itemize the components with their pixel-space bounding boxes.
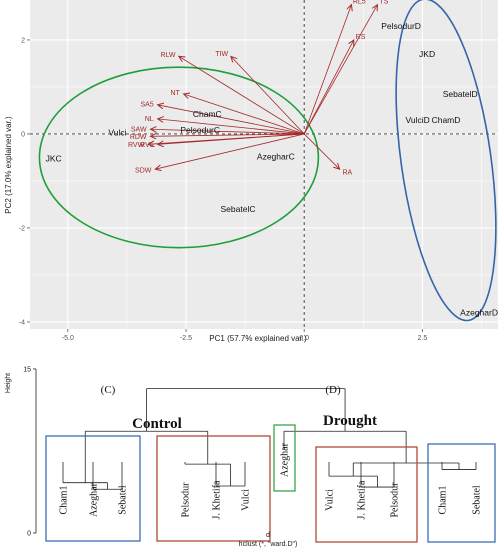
sample-label-vulcid: VulciD bbox=[406, 115, 430, 125]
loading-label-ra: RA bbox=[342, 170, 352, 177]
loading-label-rlw: RLW bbox=[160, 52, 175, 59]
y-tick-label: -2 bbox=[19, 225, 25, 232]
loading-arrow-nl bbox=[158, 119, 305, 135]
cluster-tag-d: (D) bbox=[325, 384, 341, 396]
pca-points: PelsodurD JKD SebatelD VulciD ChamD AzegharD C… bbox=[46, 21, 498, 318]
loading-arrow-sa5 bbox=[158, 105, 305, 135]
leaf-label-drought-sebatel: Sebatel bbox=[472, 485, 483, 515]
leaf-label-drought-pelsodur: Pelsodur bbox=[390, 482, 401, 518]
cluster-title-control: Control bbox=[132, 416, 182, 432]
dendrogram-leaf-labels: Cham1 Azeghar Sebatel Pelsodur J. Khetifa Vul… bbox=[59, 442, 483, 519]
pca-x-ticks: -5.0 -2.5 0.0 2.5 bbox=[62, 329, 427, 342]
loading-arrow-sdw bbox=[155, 133, 305, 169]
loading-label-tiw: TIW bbox=[215, 51, 228, 58]
loading-arrow-rl5 bbox=[303, 5, 351, 135]
dendrogram-tree bbox=[62, 388, 477, 490]
cluster-tag-c: (C) bbox=[101, 384, 116, 396]
ellipse-control bbox=[38, 66, 320, 249]
box-drought-green bbox=[273, 424, 296, 492]
leaf-label-control-cham1: Cham1 bbox=[59, 486, 70, 515]
pca-zero-lines bbox=[30, 0, 498, 329]
dendrogram: 0 15 Height Cham1 Azeghar Sebatel Pelsodur J.… bbox=[5, 366, 496, 548]
y-tick-label: 2 bbox=[21, 37, 25, 44]
box-drought-red bbox=[315, 446, 418, 543]
dendrogram-group-boxes bbox=[45, 424, 496, 543]
pca-y-axis-label: PC2 (17.0% explained var.) bbox=[4, 116, 13, 214]
pca-ellipses bbox=[38, 0, 497, 322]
sample-label-chamd: ChamD bbox=[432, 115, 461, 125]
box-drought-blue bbox=[427, 443, 496, 543]
loading-arrow-tiw bbox=[231, 56, 305, 135]
sample-label-azeghard: AzegharD bbox=[460, 308, 498, 318]
box-control-blue bbox=[45, 435, 141, 542]
leaf-label-control-j-khetifa: J. Khetifa bbox=[212, 480, 223, 519]
dendrogram-y-tick-label: 0 bbox=[27, 531, 31, 538]
leaf-label-control-vulci: Vulci bbox=[241, 489, 252, 511]
loading-arrow-rlw bbox=[179, 56, 305, 135]
pca-x-axis-label: PC1 (57.7% explained var.) bbox=[209, 334, 307, 343]
loading-label-sa5: SA5 bbox=[140, 102, 153, 109]
loading-label-sdw: SDW bbox=[135, 168, 152, 175]
sample-label-jkc: JKC bbox=[46, 153, 62, 163]
sample-label-sebatelc: SebatelC bbox=[221, 204, 256, 214]
leaf-label-drought-j-khetifa: J. Khetifa bbox=[357, 480, 368, 519]
dendrogram-y-axis-label: Height bbox=[5, 373, 12, 393]
loading-label-saw: SAW bbox=[131, 127, 147, 134]
sample-label-chamc: ChamC bbox=[193, 109, 222, 119]
loading-label-rv5: RV5 bbox=[140, 142, 154, 149]
sample-label-vulci: Vulci bbox=[108, 128, 126, 138]
dendrogram-subcaption: hclust (*, "ward.D") bbox=[239, 541, 298, 548]
leaf-label-control-pelsodur: Pelsodur bbox=[181, 482, 192, 518]
loading-label-rs: RS bbox=[356, 34, 366, 41]
x-tick-label: -5.0 bbox=[62, 335, 74, 342]
loading-label-ts: TS bbox=[379, 0, 388, 6]
x-tick-label: 2.5 bbox=[417, 335, 427, 342]
leaf-label-control-sebatel: Sebatel bbox=[118, 485, 129, 515]
x-tick-label: -2.5 bbox=[180, 335, 192, 342]
loading-arrow-nt bbox=[184, 94, 305, 135]
loading-arrow-saw bbox=[151, 129, 305, 135]
y-tick-label: -4 bbox=[19, 319, 25, 326]
loading-arrow-rv5 bbox=[158, 133, 305, 144]
loading-arrow-ts bbox=[303, 5, 377, 135]
loading-label-rvw: RVW bbox=[128, 142, 145, 149]
leaf-label-drought-vulci: Vulci bbox=[325, 489, 336, 511]
loading-label-nt: NT bbox=[170, 90, 180, 97]
sample-label-pelsodurd: PelsodurD bbox=[381, 21, 421, 31]
sample-label-pelsodurc: PelsodurC bbox=[180, 125, 220, 135]
dendrogram-y-axis: 0 15 bbox=[23, 366, 37, 538]
pca-panel bbox=[30, 0, 498, 329]
sample-label-sebateld: SebatelD bbox=[443, 89, 478, 99]
leaf-label-drought-cham1: Cham1 bbox=[438, 486, 449, 515]
loading-label-nl: NL bbox=[145, 116, 154, 123]
loading-arrow-ra bbox=[303, 133, 339, 169]
loading-arrow-rs bbox=[303, 40, 354, 135]
dendrogram-x-label: d bbox=[266, 532, 270, 539]
y-tick-label: 0 bbox=[21, 131, 25, 138]
loading-label-rl5: RL5 bbox=[353, 0, 366, 5]
loading-label-rdw: RDW bbox=[130, 134, 147, 141]
leaf-label-drought-azeghar: Azeghar bbox=[280, 442, 291, 477]
sample-label-azegharc: AzegharC bbox=[257, 152, 295, 162]
sample-label-jkd: JKD bbox=[419, 49, 435, 59]
leaf-label-control-azeghar: Azeghar bbox=[89, 482, 100, 517]
cluster-title-drought: Drought bbox=[323, 413, 377, 429]
loading-arrow-rdw bbox=[151, 134, 305, 136]
pca-y-ticks: -4 -2 0 2 bbox=[19, 37, 30, 326]
x-tick-label: 0.0 bbox=[299, 335, 309, 342]
dendrogram-y-tick-label: 15 bbox=[23, 366, 31, 373]
box-control-red bbox=[156, 435, 271, 542]
ellipse-drought bbox=[395, 0, 497, 322]
